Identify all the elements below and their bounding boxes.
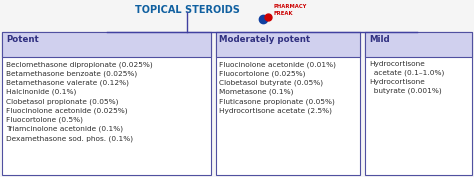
FancyBboxPatch shape [2,32,211,57]
FancyBboxPatch shape [365,32,472,57]
FancyBboxPatch shape [216,32,360,57]
Text: Fluocinolone acetonide (0.01%)
Fluocortolone (0.025%)
Clobetasol butyrate (0.05%: Fluocinolone acetonide (0.01%) Fluocorto… [219,61,337,114]
Text: Moderately potent: Moderately potent [219,35,310,44]
Text: PHARMACY
FREAK: PHARMACY FREAK [274,4,307,16]
Text: TOPICAL STEROIDS: TOPICAL STEROIDS [135,5,240,15]
Text: Beclomethasone dipropionate (0.025%)
Betamethasone benzoate (0.025%)
Betamethaso: Beclomethasone dipropionate (0.025%) Bet… [6,61,153,142]
Text: Mild: Mild [369,35,390,44]
Text: Hydrocortisone
  acetate (0.1–1.0%)
Hydrocortisone
  butyrate (0.001%): Hydrocortisone acetate (0.1–1.0%) Hydroc… [369,61,444,94]
FancyBboxPatch shape [365,32,472,175]
Text: Potent: Potent [6,35,39,44]
FancyBboxPatch shape [2,32,211,175]
FancyBboxPatch shape [216,32,360,175]
